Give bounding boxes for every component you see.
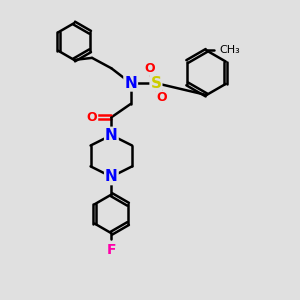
Text: O: O bbox=[145, 62, 155, 75]
Text: N: N bbox=[105, 169, 118, 184]
Text: O: O bbox=[87, 111, 98, 124]
Text: S: S bbox=[150, 76, 161, 91]
Text: N: N bbox=[105, 128, 118, 142]
Text: CH₃: CH₃ bbox=[219, 45, 240, 56]
Text: N: N bbox=[124, 76, 137, 91]
Text: O: O bbox=[157, 92, 167, 104]
Text: F: F bbox=[106, 243, 116, 257]
